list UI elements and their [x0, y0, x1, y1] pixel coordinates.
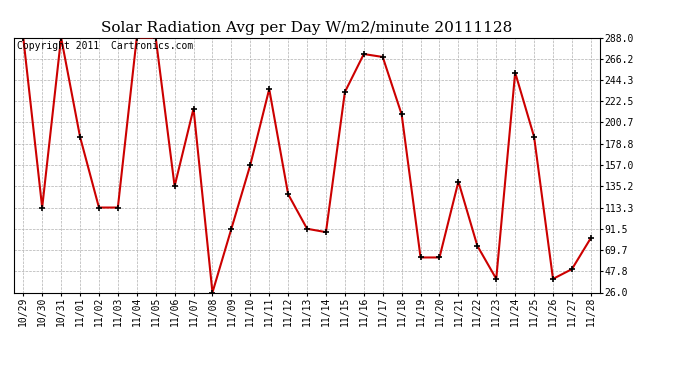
Title: Solar Radiation Avg per Day W/m2/minute 20111128: Solar Radiation Avg per Day W/m2/minute …	[101, 21, 513, 35]
Text: Copyright 2011  Cartronics.com: Copyright 2011 Cartronics.com	[17, 41, 193, 51]
